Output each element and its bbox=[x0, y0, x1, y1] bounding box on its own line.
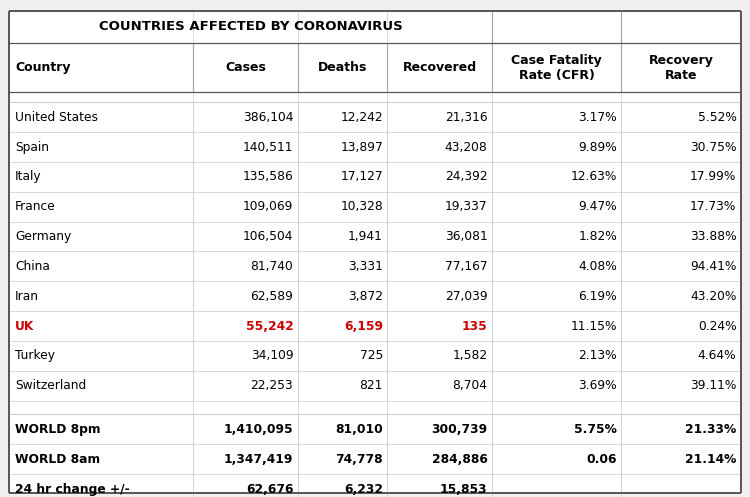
Text: Spain: Spain bbox=[15, 141, 49, 154]
Text: Italy: Italy bbox=[15, 170, 42, 183]
Text: 1,347,419: 1,347,419 bbox=[224, 453, 293, 466]
Text: 1,410,095: 1,410,095 bbox=[224, 423, 293, 436]
Text: 12.63%: 12.63% bbox=[571, 170, 617, 183]
Text: 10,328: 10,328 bbox=[340, 200, 383, 213]
Text: 81,740: 81,740 bbox=[251, 260, 293, 273]
Text: 55,242: 55,242 bbox=[245, 320, 293, 332]
Text: 135,586: 135,586 bbox=[242, 170, 293, 183]
Text: 3,331: 3,331 bbox=[348, 260, 383, 273]
Text: 0.24%: 0.24% bbox=[698, 320, 736, 332]
Text: 19,337: 19,337 bbox=[445, 200, 488, 213]
Text: 12,242: 12,242 bbox=[340, 111, 383, 124]
Text: WORLD 8am: WORLD 8am bbox=[15, 453, 100, 466]
Text: Country: Country bbox=[15, 61, 70, 74]
Text: 24,392: 24,392 bbox=[445, 170, 488, 183]
Text: 4.08%: 4.08% bbox=[578, 260, 617, 273]
Text: 77,167: 77,167 bbox=[445, 260, 488, 273]
Text: 43.20%: 43.20% bbox=[690, 290, 736, 303]
Text: 284,886: 284,886 bbox=[432, 453, 488, 466]
Text: 33.88%: 33.88% bbox=[690, 230, 736, 243]
Text: 106,504: 106,504 bbox=[243, 230, 293, 243]
Text: 22,253: 22,253 bbox=[251, 379, 293, 392]
Text: 36,081: 36,081 bbox=[445, 230, 488, 243]
Text: 21,316: 21,316 bbox=[445, 111, 488, 124]
Text: 9.47%: 9.47% bbox=[578, 200, 617, 213]
Text: 30.75%: 30.75% bbox=[690, 141, 736, 154]
Text: 5.75%: 5.75% bbox=[574, 423, 617, 436]
Text: 300,739: 300,739 bbox=[431, 423, 488, 436]
Text: France: France bbox=[15, 200, 55, 213]
Text: 3.17%: 3.17% bbox=[578, 111, 617, 124]
Text: 109,069: 109,069 bbox=[243, 200, 293, 213]
Text: 81,010: 81,010 bbox=[335, 423, 383, 436]
Text: 9.89%: 9.89% bbox=[578, 141, 617, 154]
Text: 62,676: 62,676 bbox=[246, 483, 293, 496]
Text: 11.15%: 11.15% bbox=[571, 320, 617, 332]
Text: 1,582: 1,582 bbox=[452, 349, 488, 362]
Text: Case Fatality
Rate (CFR): Case Fatality Rate (CFR) bbox=[512, 54, 602, 82]
Text: 13,897: 13,897 bbox=[340, 141, 383, 154]
Text: 94.41%: 94.41% bbox=[690, 260, 736, 273]
Text: 3,872: 3,872 bbox=[348, 290, 383, 303]
Text: 140,511: 140,511 bbox=[243, 141, 293, 154]
Text: 4.64%: 4.64% bbox=[698, 349, 736, 362]
Text: Switzerland: Switzerland bbox=[15, 379, 86, 392]
Text: Germany: Germany bbox=[15, 230, 71, 243]
Text: 6.19%: 6.19% bbox=[578, 290, 617, 303]
Text: 0.06: 0.06 bbox=[586, 453, 617, 466]
Text: Cases: Cases bbox=[225, 61, 266, 74]
Text: 6,232: 6,232 bbox=[344, 483, 383, 496]
Text: 6,159: 6,159 bbox=[344, 320, 383, 332]
Text: UK: UK bbox=[15, 320, 34, 332]
Text: 2.13%: 2.13% bbox=[578, 349, 617, 362]
Text: 15,853: 15,853 bbox=[440, 483, 488, 496]
Text: Turkey: Turkey bbox=[15, 349, 55, 362]
Text: 135: 135 bbox=[462, 320, 488, 332]
Text: 27,039: 27,039 bbox=[445, 290, 488, 303]
Text: 17,127: 17,127 bbox=[340, 170, 383, 183]
Text: 17.73%: 17.73% bbox=[690, 200, 736, 213]
Text: 62,589: 62,589 bbox=[251, 290, 293, 303]
Text: 8,704: 8,704 bbox=[452, 379, 488, 392]
Text: 821: 821 bbox=[359, 379, 383, 392]
Text: 17.99%: 17.99% bbox=[690, 170, 736, 183]
Text: Deaths: Deaths bbox=[318, 61, 368, 74]
Text: 34,109: 34,109 bbox=[251, 349, 293, 362]
Text: 24 hr change +/-: 24 hr change +/- bbox=[15, 483, 130, 496]
Text: 21.33%: 21.33% bbox=[686, 423, 736, 436]
Text: 1,941: 1,941 bbox=[348, 230, 383, 243]
Text: 74,778: 74,778 bbox=[335, 453, 383, 466]
Text: 5.52%: 5.52% bbox=[698, 111, 736, 124]
Text: 21.14%: 21.14% bbox=[686, 453, 736, 466]
Text: United States: United States bbox=[15, 111, 98, 124]
Text: Recovery
Rate: Recovery Rate bbox=[649, 54, 714, 82]
Text: 3.69%: 3.69% bbox=[578, 379, 617, 392]
Text: 43,208: 43,208 bbox=[445, 141, 488, 154]
Text: Iran: Iran bbox=[15, 290, 39, 303]
Text: WORLD 8pm: WORLD 8pm bbox=[15, 423, 100, 436]
Text: 725: 725 bbox=[359, 349, 383, 362]
Text: 1.82%: 1.82% bbox=[578, 230, 617, 243]
Text: 39.11%: 39.11% bbox=[690, 379, 736, 392]
Text: China: China bbox=[15, 260, 50, 273]
Text: COUNTRIES AFFECTED BY CORONAVIRUS: COUNTRIES AFFECTED BY CORONAVIRUS bbox=[99, 20, 403, 33]
Text: 386,104: 386,104 bbox=[243, 111, 293, 124]
Text: Recovered: Recovered bbox=[403, 61, 477, 74]
